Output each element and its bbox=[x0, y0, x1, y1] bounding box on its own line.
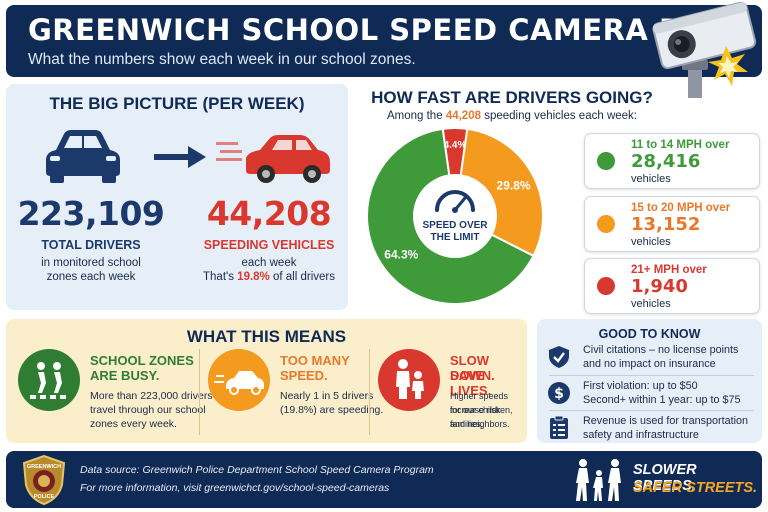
dollar-icon: $ bbox=[548, 382, 570, 404]
speeding-vehicles-desc: each week bbox=[241, 257, 297, 269]
divider bbox=[369, 349, 370, 435]
speeding-vehicles-label: SPEEDING VEHICLES bbox=[203, 238, 335, 252]
what-this-means-panel: WHAT THIS MEANS SCHOOL ZONES ARE BUSY. M… bbox=[6, 319, 527, 443]
legend-range: 21+ MPH over bbox=[631, 264, 707, 276]
good-line: First violation: up to $50 bbox=[583, 380, 698, 392]
means-head-2b: SPEED. bbox=[280, 368, 328, 383]
means-body-2a: Nearly 1 in 5 drivers bbox=[280, 390, 374, 402]
legend-value: 28,416 bbox=[631, 151, 701, 172]
legend-dot-red bbox=[597, 277, 615, 295]
divider bbox=[549, 375, 754, 376]
family-icon bbox=[378, 349, 440, 411]
family-walking-icon bbox=[576, 459, 621, 501]
slogan-line-2: SAFER STREETS. bbox=[633, 480, 758, 496]
legend-card-21-plus: 21+ MPH over 1,940 vehicles bbox=[584, 258, 760, 314]
legend-value: 1,940 bbox=[631, 276, 688, 297]
school-crossing-icon bbox=[18, 349, 80, 411]
checklist-icon bbox=[550, 416, 568, 439]
good-item-text: Revenue is used for transportation safety… bbox=[583, 414, 757, 442]
svg-text:$: $ bbox=[554, 386, 564, 402]
means-head-3a: SLOW DOWN. bbox=[450, 353, 495, 383]
legend-unit: vehicles bbox=[631, 298, 671, 310]
good-line: safety and infrastructure bbox=[583, 429, 699, 441]
badge-bottom-text: POLICE bbox=[34, 494, 55, 500]
slice-15-20-label: 29.8% bbox=[497, 179, 531, 193]
share-percent: 19.8% bbox=[237, 271, 270, 283]
good-to-know-title: GOOD TO KNOW bbox=[598, 327, 701, 341]
page-subtitle: What the numbers show each week in our s… bbox=[28, 51, 416, 68]
divider bbox=[199, 349, 200, 435]
means-body-1b: travel through our school bbox=[90, 404, 206, 416]
speed-title: HOW FAST ARE DRIVERS GOING? bbox=[371, 88, 653, 107]
means-body-2b: (19.8%) are speeding. bbox=[280, 404, 384, 416]
legend-value: 13,152 bbox=[631, 214, 701, 235]
legend-dot-orange bbox=[597, 215, 615, 233]
badge-top-text: GREENWICH bbox=[27, 464, 61, 470]
slice-21-plus-label: 4.4% bbox=[444, 140, 467, 151]
big-picture-title: THE BIG PICTURE (PER WEEK) bbox=[49, 94, 305, 113]
slice-11-14-label: 64.3% bbox=[384, 247, 418, 261]
good-line: Civil citations – no license points bbox=[583, 344, 739, 356]
legend-card-15-20: 15 to 20 MPH over 13,152 vehicles bbox=[584, 196, 760, 252]
speed-sub-prefix: Among the bbox=[386, 110, 446, 122]
means-body-1c: zones every week. bbox=[90, 418, 177, 430]
legend-range: 15 to 20 MPH over bbox=[631, 202, 731, 214]
divider bbox=[549, 410, 754, 411]
speed-camera-icon bbox=[652, 2, 757, 98]
good-line: and no impact on insurance bbox=[583, 358, 716, 370]
means-body-3a: Higher speeds increase risk bbox=[450, 391, 509, 415]
police-badge-icon: GREENWICH POLICE bbox=[22, 455, 66, 505]
share-prefix: That's bbox=[203, 271, 238, 283]
speeding-vehicles-value: 44,208 bbox=[206, 194, 332, 233]
speeding-car-icon bbox=[216, 135, 330, 183]
legend-card-11-14: 11 to 14 MPH over 28,416 vehicles bbox=[584, 133, 760, 189]
good-line: Revenue is used for transportation bbox=[583, 415, 749, 427]
big-picture-panel: THE BIG PICTURE (PER WEEK) 223,109 TOTAL… bbox=[6, 84, 348, 310]
speed-sub-highlight: 44,208 bbox=[445, 110, 481, 122]
more-info-text: For more information, visit greenwichct.… bbox=[80, 482, 390, 494]
speed-subtitle: Among the 44,208 speeding vehicles each … bbox=[362, 110, 662, 122]
car-icon bbox=[46, 130, 120, 183]
means-body-3c: and neighbors. bbox=[450, 419, 510, 429]
good-to-know-panel: GOOD TO KNOW Civil citations – no licens… bbox=[537, 319, 762, 443]
means-head-1b: ARE BUSY. bbox=[90, 368, 160, 383]
total-drivers-desc-2: zones each week bbox=[46, 271, 136, 283]
header-banner: GREENWICH SCHOOL SPEED CAMERA DATA What … bbox=[6, 5, 762, 77]
footer-banner: GREENWICH POLICE Data source: Greenwich … bbox=[6, 451, 762, 508]
what-this-means-title: WHAT THIS MEANS bbox=[186, 327, 347, 346]
total-drivers-desc-1: in monitored school bbox=[41, 257, 141, 269]
speeding-share-text: That's 19.8% of all drivers bbox=[194, 270, 344, 285]
means-body-1a: More than 223,000 drivers bbox=[90, 390, 213, 402]
legend-unit: vehicles bbox=[631, 236, 671, 248]
arrow-right-icon bbox=[154, 146, 206, 168]
good-item-text: Civil citations – no license points and n… bbox=[583, 343, 757, 371]
legend-range: 11 to 14 MPH over bbox=[631, 139, 730, 151]
share-suffix: of all drivers bbox=[269, 271, 335, 283]
good-item-text: First violation: up to $50 Second+ within… bbox=[583, 379, 757, 407]
speedometer-icon bbox=[435, 190, 475, 213]
means-head-2a: TOO MANY bbox=[280, 353, 350, 368]
total-drivers-value: 223,109 bbox=[17, 194, 165, 233]
total-drivers-label: TOTAL DRIVERS bbox=[41, 238, 141, 252]
slogan-line-1: SLOWER SPEEDS. bbox=[633, 462, 697, 494]
speed-donut-chart: SPEED OVER THE LIMIT 4.4% 29.8% 64.3% bbox=[366, 127, 544, 305]
donut-center-line2: THE LIMIT bbox=[431, 232, 480, 243]
legend-unit: vehicles bbox=[631, 173, 671, 185]
legend-dot-green bbox=[597, 152, 615, 170]
means-head-3b: SAVE LIVES. bbox=[450, 368, 492, 398]
donut-center-line1: SPEED OVER bbox=[422, 220, 488, 231]
data-source-text: Data source: Greenwich Police Department… bbox=[80, 464, 434, 476]
page-title: GREENWICH SCHOOL SPEED CAMERA DATA bbox=[28, 13, 746, 47]
shield-check-icon bbox=[549, 346, 569, 368]
means-body-3b: for our children, families, bbox=[450, 405, 513, 429]
means-head-1a: SCHOOL ZONES bbox=[90, 353, 194, 368]
speeding-car-circle-icon bbox=[208, 349, 270, 411]
speed-sub-suffix: speeding vehicles each week: bbox=[481, 110, 637, 122]
good-line: Second+ within 1 year: up to $75 bbox=[583, 394, 741, 406]
